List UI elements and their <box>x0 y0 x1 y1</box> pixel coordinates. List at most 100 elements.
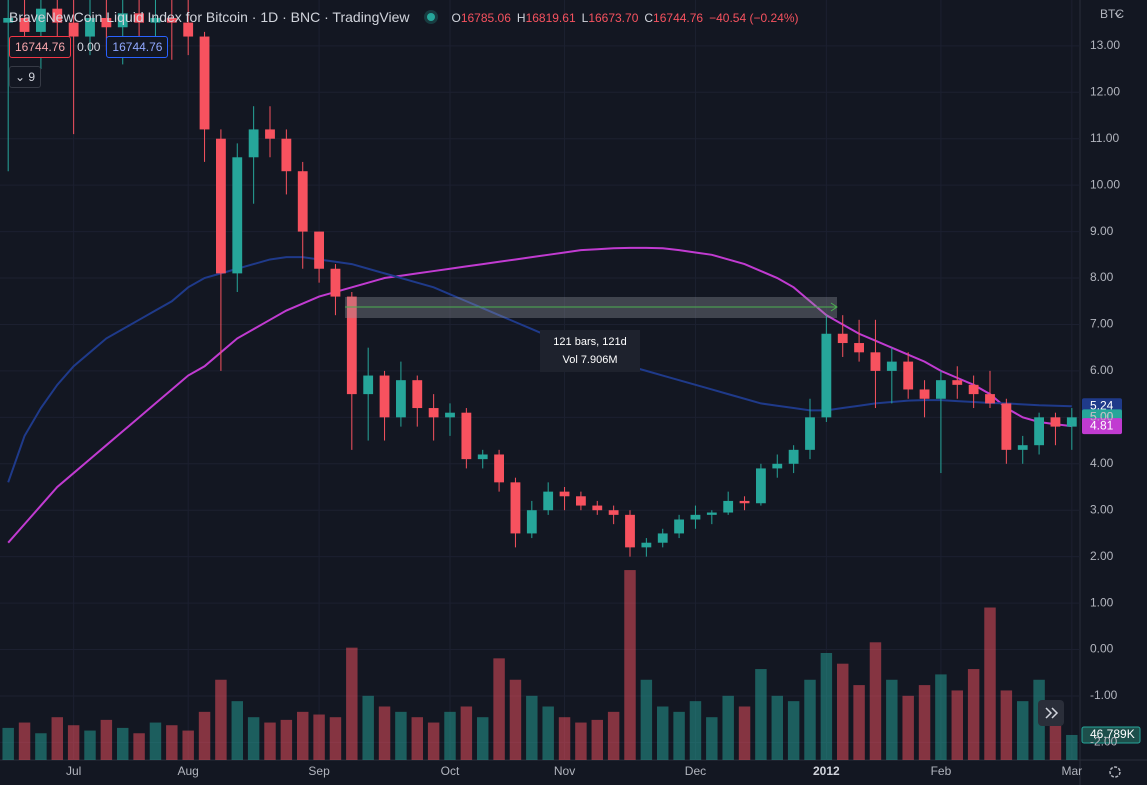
volume-bar <box>837 663 849 760</box>
y-tick-label: 8.00 <box>1090 270 1114 284</box>
volume-bar <box>706 717 718 760</box>
volume-bar <box>640 679 653 760</box>
volume-bar <box>313 714 325 760</box>
candle-body <box>363 375 374 395</box>
volume-bar <box>280 719 293 760</box>
measure-arrow <box>830 302 838 312</box>
volume-bar <box>738 706 751 760</box>
x-tick-label: Aug <box>178 764 199 778</box>
y-tick-label: 10.00 <box>1090 177 1120 191</box>
candle-body <box>952 380 963 385</box>
candle-body <box>314 231 324 269</box>
volume-bar <box>231 701 243 760</box>
volume-bar <box>771 695 783 760</box>
ohlc-value: 16673.70 <box>588 11 639 25</box>
candle-body <box>837 333 848 344</box>
volume-bar <box>362 695 374 760</box>
volume-bar <box>509 679 522 760</box>
candle-body <box>854 343 864 353</box>
volume-tag <box>1081 726 1141 744</box>
candle-body <box>1034 417 1044 446</box>
volume-bar <box>100 719 113 760</box>
candle-body <box>1001 403 1012 450</box>
candle-body <box>526 510 537 534</box>
volume-bar <box>804 679 816 760</box>
badges: 16744.76 0.00 16744.76 <box>9 36 169 58</box>
volume-bar <box>1049 711 1062 760</box>
volume-bar <box>1017 701 1029 760</box>
candle-body <box>772 463 783 469</box>
measure-bars: 121 bars, 121d <box>553 336 627 348</box>
indicator-count: 9 <box>28 70 36 84</box>
candle-body <box>706 512 717 515</box>
volume-bar <box>657 706 669 760</box>
candle-body <box>936 380 946 399</box>
indicators[interactable]: ⌄ 9 <box>9 66 42 88</box>
candle-body <box>657 533 668 543</box>
candle-body <box>36 8 46 32</box>
candle-body <box>576 496 586 506</box>
volume-bar <box>117 727 129 760</box>
candle-body <box>510 482 521 534</box>
volume-bar <box>395 711 407 760</box>
volume-bar <box>493 658 505 760</box>
y-tick-label: 1.00 <box>1090 595 1114 609</box>
candle-body <box>117 13 128 28</box>
ohlc-label: C <box>644 11 654 25</box>
candle-body <box>625 514 635 548</box>
y-tick-label: 11.00 <box>1090 131 1119 145</box>
price-tag-label: 5.24 <box>1090 398 1114 412</box>
candle-body <box>461 412 472 460</box>
candle-body <box>1066 417 1077 427</box>
x-tick-label: Mar <box>1061 764 1082 778</box>
candle-body <box>1050 417 1061 427</box>
volume-bar <box>149 722 162 760</box>
volume-bar <box>1000 690 1013 760</box>
volume-bar <box>526 695 538 760</box>
candle-body <box>756 468 766 504</box>
x-tick-label: Jul <box>66 764 81 778</box>
volume-bar <box>84 730 96 760</box>
volume-bar <box>918 685 931 760</box>
ohlc-label: O <box>451 11 461 25</box>
candle-body <box>330 268 341 297</box>
candle-body <box>968 384 979 395</box>
volume-bar <box>215 679 227 760</box>
price-badge: 16744.76 <box>106 36 169 58</box>
y-tick-label: 5.00 <box>1090 410 1114 424</box>
price-scale-bg <box>1080 0 1147 785</box>
candle-body <box>445 412 455 418</box>
candle-body <box>886 361 897 371</box>
currency[interactable]: BTC <box>1100 7 1124 21</box>
volume-bar <box>787 701 800 760</box>
volume-bar <box>51 717 63 760</box>
volume-bar <box>886 679 898 760</box>
scroll-icon <box>1045 707 1059 719</box>
volume-bar <box>624 570 636 760</box>
volume-bar <box>820 653 833 760</box>
candle-body <box>985 394 995 404</box>
volume-bar <box>264 722 276 760</box>
volume-bar <box>247 717 260 760</box>
candle-body <box>166 17 177 23</box>
volume-bar <box>444 711 456 760</box>
currency-caret <box>1114 12 1122 17</box>
settings-icon[interactable] <box>1109 766 1121 778</box>
volume-bar <box>869 642 882 760</box>
candle-body <box>412 380 423 409</box>
volume-bar <box>460 706 473 760</box>
candle-body <box>805 417 815 450</box>
indicator-toggle[interactable]: ⌄ 9 <box>9 66 42 88</box>
volume-bar <box>67 725 80 760</box>
volume-bar <box>591 719 603 760</box>
candle-body <box>297 171 308 232</box>
volume-bar <box>18 722 31 760</box>
price-tag-label: 4.81 <box>1090 418 1114 432</box>
measure-tooltip: 121 bars, 121d Vol 7.906M <box>540 330 640 372</box>
measure-volume: Vol 7.906M <box>562 354 618 366</box>
candle-body <box>821 333 832 418</box>
legend: BraveNewCoin Liquid Index for Bitcoin · … <box>9 9 799 25</box>
candle-body <box>1017 445 1028 450</box>
ohlc-value: 16785.06 <box>460 11 511 25</box>
